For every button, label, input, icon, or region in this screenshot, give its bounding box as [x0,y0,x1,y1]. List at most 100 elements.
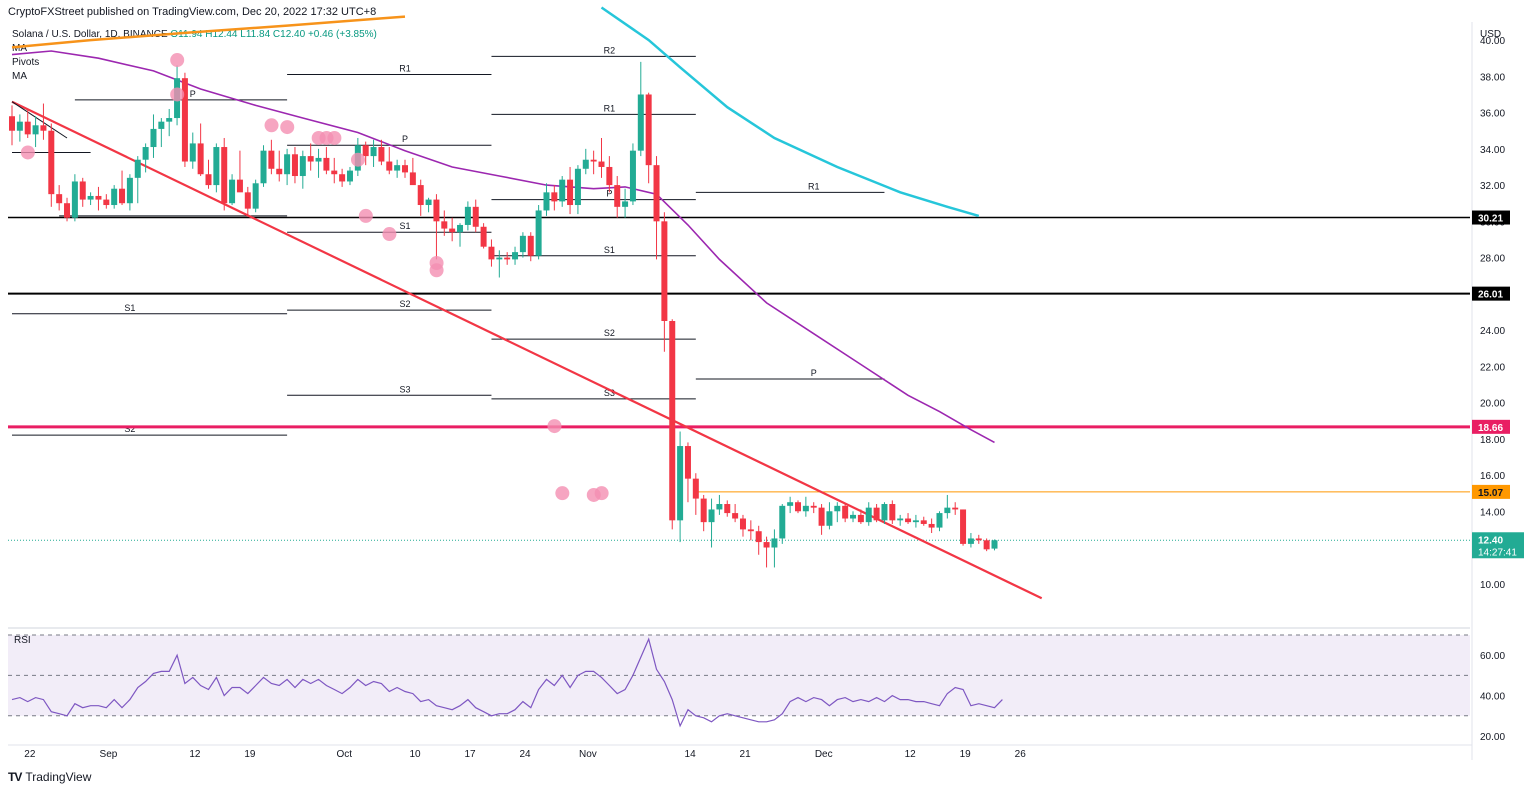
candle-body [708,509,715,523]
candle-body [158,121,165,129]
pivot-label: R1 [604,103,616,113]
chart-legend: Solana / U.S. Dollar, 1D, BINANCE O11.94… [12,28,377,84]
pivot-label: S3 [399,384,410,394]
time-tick-label: Oct [336,749,352,760]
price-tick-label: 28.00 [1480,254,1505,265]
price-tick-label: 10.00 [1480,580,1505,591]
candle-body [48,130,55,195]
rsi-tick-label: 60.00 [1480,651,1505,662]
price-tag-label: 26.01 [1478,290,1503,301]
countdown-label: 14:27:41 [1478,547,1517,558]
indicator-label-ma-2[interactable]: MA [12,71,27,82]
time-tick-label: 24 [519,749,531,760]
highlight-dot [170,87,185,102]
time-tick-label: 26 [1015,749,1027,760]
candle-body [339,174,346,182]
candle-body [590,159,597,162]
candle-body [991,540,998,549]
candle-body [386,161,393,171]
indicator-label-ma-1[interactable]: MA [12,43,27,54]
footer: TV TradingView [8,770,91,784]
downtrend-line [11,100,1043,600]
highlight-dot [594,486,609,501]
highlight-dot [547,419,562,434]
candle-body [787,502,794,506]
candle-body [417,185,424,206]
candle-body [315,157,322,162]
candle-body [126,177,133,204]
candle-body [653,165,660,222]
highlight-dot [555,486,570,501]
pivot-label: P [402,134,408,144]
candle-body [889,504,896,521]
candle-body [936,513,943,528]
highlight-dot [280,120,295,135]
candle-body [197,143,204,175]
candle-body [535,210,542,256]
candle-body [747,529,754,532]
candle-body [606,166,613,186]
candle-body [79,181,86,200]
highlight-dot [429,263,444,278]
candle-body [260,150,267,184]
candle-body [645,94,652,166]
highlight-dot [264,118,279,133]
rsi-panel: RSI [8,627,1470,728]
current-price-tag-bg [1472,532,1524,559]
brand-name: TradingView [25,770,92,784]
candle-body [40,125,47,131]
candle-body [677,446,684,521]
candle-body [95,195,102,200]
pivot-label: R1 [399,64,411,74]
highlight-dot [170,53,185,68]
candle-body [967,538,974,544]
candle-body [669,321,676,521]
candle-body [802,505,809,512]
price-tick-label: 40.00 [1480,36,1505,47]
pivot-label: R2 [604,45,616,55]
time-tick-label: 22 [24,749,36,760]
price-tick-label: 38.00 [1480,72,1505,83]
candle-body [56,194,63,204]
candle-body [857,514,864,523]
candle-body [331,170,338,175]
candle-body [111,188,118,206]
pivot-label: P [811,368,817,378]
candle-body [213,147,220,186]
candle-body [425,199,432,206]
candle-body [850,514,857,519]
candle-body [905,518,912,523]
time-tick-label: 17 [464,749,476,760]
tradingview-logo-icon: TV [8,770,22,784]
indicator-label-pivots[interactable]: Pivots [12,57,40,68]
pivot-layer: P S1 S2 R1 P S1 S2 S3 R2 R1 P S1 S2 S3 R1 P [12,45,885,436]
low-value: L11.84 [240,29,271,40]
candle-body [622,201,629,207]
candle-body [103,199,110,206]
price-tick-label: 16.00 [1480,471,1505,482]
highlight-dot [350,152,365,167]
highlight-dot [382,227,397,242]
highlight-dots [20,53,609,502]
pivot-label: S2 [604,328,615,338]
candle-body [252,183,259,209]
time-tick-label: 12 [189,749,201,760]
open-value: O11.94 [170,29,203,40]
candle-body [952,507,959,510]
candle-body [700,498,707,523]
candle-body [221,147,228,204]
price-axis-unit: USD [1480,29,1501,40]
candle-body [763,542,770,548]
pivot-label: S1 [604,245,615,255]
candle-body [496,257,503,260]
symbol-ohlc-line: Solana / U.S. Dollar, 1D, BINANCE O11.94… [12,28,377,42]
candle-body [574,168,581,206]
rsi-title: RSI [14,635,31,646]
price-tick-label: 18.00 [1480,435,1505,446]
candle-body [614,185,621,207]
candle-body [755,531,762,543]
candle-body [362,145,369,157]
candle-body [684,446,691,479]
